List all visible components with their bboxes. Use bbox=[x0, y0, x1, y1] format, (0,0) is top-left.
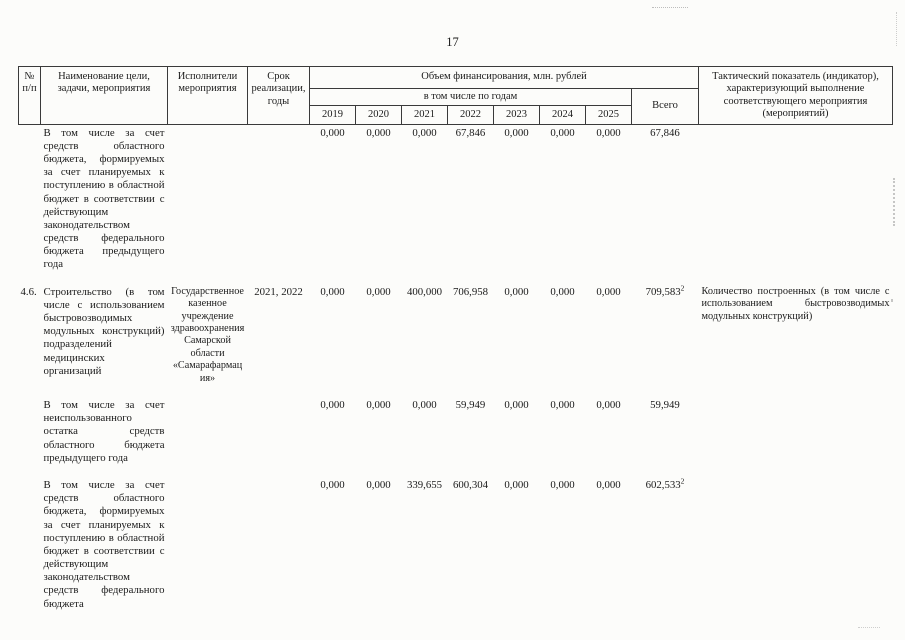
year-header-2021: 2021 bbox=[401, 105, 448, 125]
header-executors: Исполнители мероприятия bbox=[167, 66, 248, 125]
total-footnote-mark: 2 bbox=[680, 283, 685, 293]
value-cell-2021: 400,000 bbox=[406, 285, 443, 298]
header-financing: Объем финансирования, млн. рублей bbox=[309, 66, 699, 89]
table-row: В том числе за счет неиспользованного ос… bbox=[19, 387, 893, 467]
row-name: В том числе за счет средств областного б… bbox=[43, 126, 165, 271]
value-cell-2024: 0,000 bbox=[550, 399, 575, 412]
value-cell-2020: 0,000 bbox=[366, 126, 391, 139]
value-cell-2019: 0,000 bbox=[320, 399, 345, 412]
total-value: 709,583 bbox=[645, 285, 681, 298]
scan-artifact bbox=[858, 627, 880, 628]
year-header-2025: 2025 bbox=[585, 105, 632, 125]
row-number bbox=[19, 467, 41, 613]
row-total: 602,5332 bbox=[632, 467, 699, 613]
value-cell-2022: 67,846 bbox=[455, 126, 486, 139]
year-header-2022: 2022 bbox=[447, 105, 494, 125]
value-cell-2023: 0,000 bbox=[504, 399, 529, 412]
value-cell-2021: 339,655 bbox=[406, 479, 443, 491]
table-row: В том числе за счет средств областного б… bbox=[19, 467, 893, 613]
row-total: 59,949 bbox=[632, 387, 699, 467]
value-cell-2024: 0,000 bbox=[550, 479, 575, 491]
row-executors bbox=[168, 467, 248, 613]
header-indicator: Тактический показатель (индикатор), хара… bbox=[698, 66, 893, 125]
value-cell-2022: 600,304 bbox=[452, 479, 489, 491]
table-row: В том числе за счет средств областного б… bbox=[19, 124, 893, 273]
value-cell-2020: 0,000 bbox=[366, 399, 391, 412]
scan-artifact bbox=[652, 7, 688, 8]
row-executors: Государственное казенное учреждение здра… bbox=[170, 285, 245, 384]
row-total: 709,5832 bbox=[632, 274, 699, 388]
value-cell-2025: 0,000 bbox=[596, 126, 621, 139]
row-number bbox=[19, 387, 41, 467]
value-cell-2025: 0,000 bbox=[596, 479, 621, 491]
page-number: 17 bbox=[446, 35, 459, 49]
row-number: 4.6. bbox=[20, 285, 37, 298]
scan-artifact bbox=[893, 178, 895, 226]
value-cell-2023: 0,000 bbox=[504, 479, 529, 491]
row-executors bbox=[168, 124, 248, 273]
total-value: 59,949 bbox=[650, 399, 680, 412]
header-num: № п/п bbox=[18, 66, 41, 125]
row-executors bbox=[168, 387, 248, 467]
header-row-2: в том числе по годам Всего bbox=[19, 87, 893, 125]
year-header-2019: 2019 bbox=[309, 105, 356, 125]
value-cell-2019: 0,000 bbox=[320, 285, 345, 298]
table-header: № п/п Наименование цели, задачи, меропри… bbox=[18, 66, 893, 125]
row-term: 2021, 2022 bbox=[254, 285, 303, 298]
header-total: Всего bbox=[631, 88, 699, 125]
row-indicator: Количество построенных (в том числе с ис… bbox=[701, 285, 890, 322]
year-header-2024: 2024 bbox=[539, 105, 586, 125]
value-cell-2023: 0,000 bbox=[504, 126, 529, 139]
value-cell-2023: 0,000 bbox=[504, 285, 529, 298]
row-name: Строительство (в том числе с использован… bbox=[43, 285, 165, 377]
row-term bbox=[248, 387, 310, 467]
scan-artifact bbox=[891, 299, 893, 302]
value-cell-2021: 0,000 bbox=[412, 399, 437, 412]
row-number bbox=[19, 124, 41, 273]
value-cell-2020: 0,000 bbox=[366, 285, 391, 298]
table-body: В том числе за счет средств областного б… bbox=[19, 124, 893, 612]
value-cell-2024: 0,000 bbox=[550, 285, 575, 298]
row-name: В том числе за счет неиспользованного ос… bbox=[43, 399, 165, 464]
row-name: В том числе за счет средств областного б… bbox=[43, 479, 165, 610]
total-footnote-mark: 2 bbox=[680, 476, 685, 486]
year-header-2020: 2020 bbox=[355, 105, 402, 125]
header-by-years: в том числе по годам bbox=[309, 87, 632, 107]
financing-table: № п/п Наименование цели, задачи, меропри… bbox=[18, 66, 893, 613]
value-cell-2021: 0,000 bbox=[412, 126, 437, 139]
value-cell-2025: 0,000 bbox=[596, 285, 621, 298]
scan-artifact bbox=[896, 12, 897, 46]
row-term bbox=[248, 467, 310, 613]
total-value: 67,846 bbox=[650, 126, 680, 139]
value-cell-2019: 0,000 bbox=[320, 479, 345, 491]
row-indicator bbox=[699, 467, 893, 613]
header-term: Срок реализации, годы bbox=[247, 66, 310, 125]
value-cell-2025: 0,000 bbox=[596, 399, 621, 412]
total-value: 602,533 bbox=[645, 479, 681, 491]
year-header-2023: 2023 bbox=[493, 105, 540, 125]
value-cell-2022: 706,958 bbox=[452, 285, 489, 298]
value-cell-2019: 0,000 bbox=[320, 126, 345, 139]
years-row: 2019 2020 2021 2022 2023 2024 2025 bbox=[19, 105, 893, 125]
value-cell-2022: 59,949 bbox=[455, 399, 486, 412]
value-cell-2020: 0,000 bbox=[366, 479, 391, 491]
row-indicator bbox=[699, 124, 893, 273]
row-indicator bbox=[699, 387, 893, 467]
header-row-1: № п/п Наименование цели, задачи, меропри… bbox=[18, 66, 893, 125]
header-name: Наименование цели, задачи, мероприятия bbox=[40, 66, 168, 125]
value-cell-2024: 0,000 bbox=[550, 126, 575, 139]
table-row: 4.6. Строительство (в том числе с исполь… bbox=[19, 274, 893, 388]
row-term bbox=[248, 124, 310, 273]
row-total: 67,846 bbox=[632, 124, 699, 273]
